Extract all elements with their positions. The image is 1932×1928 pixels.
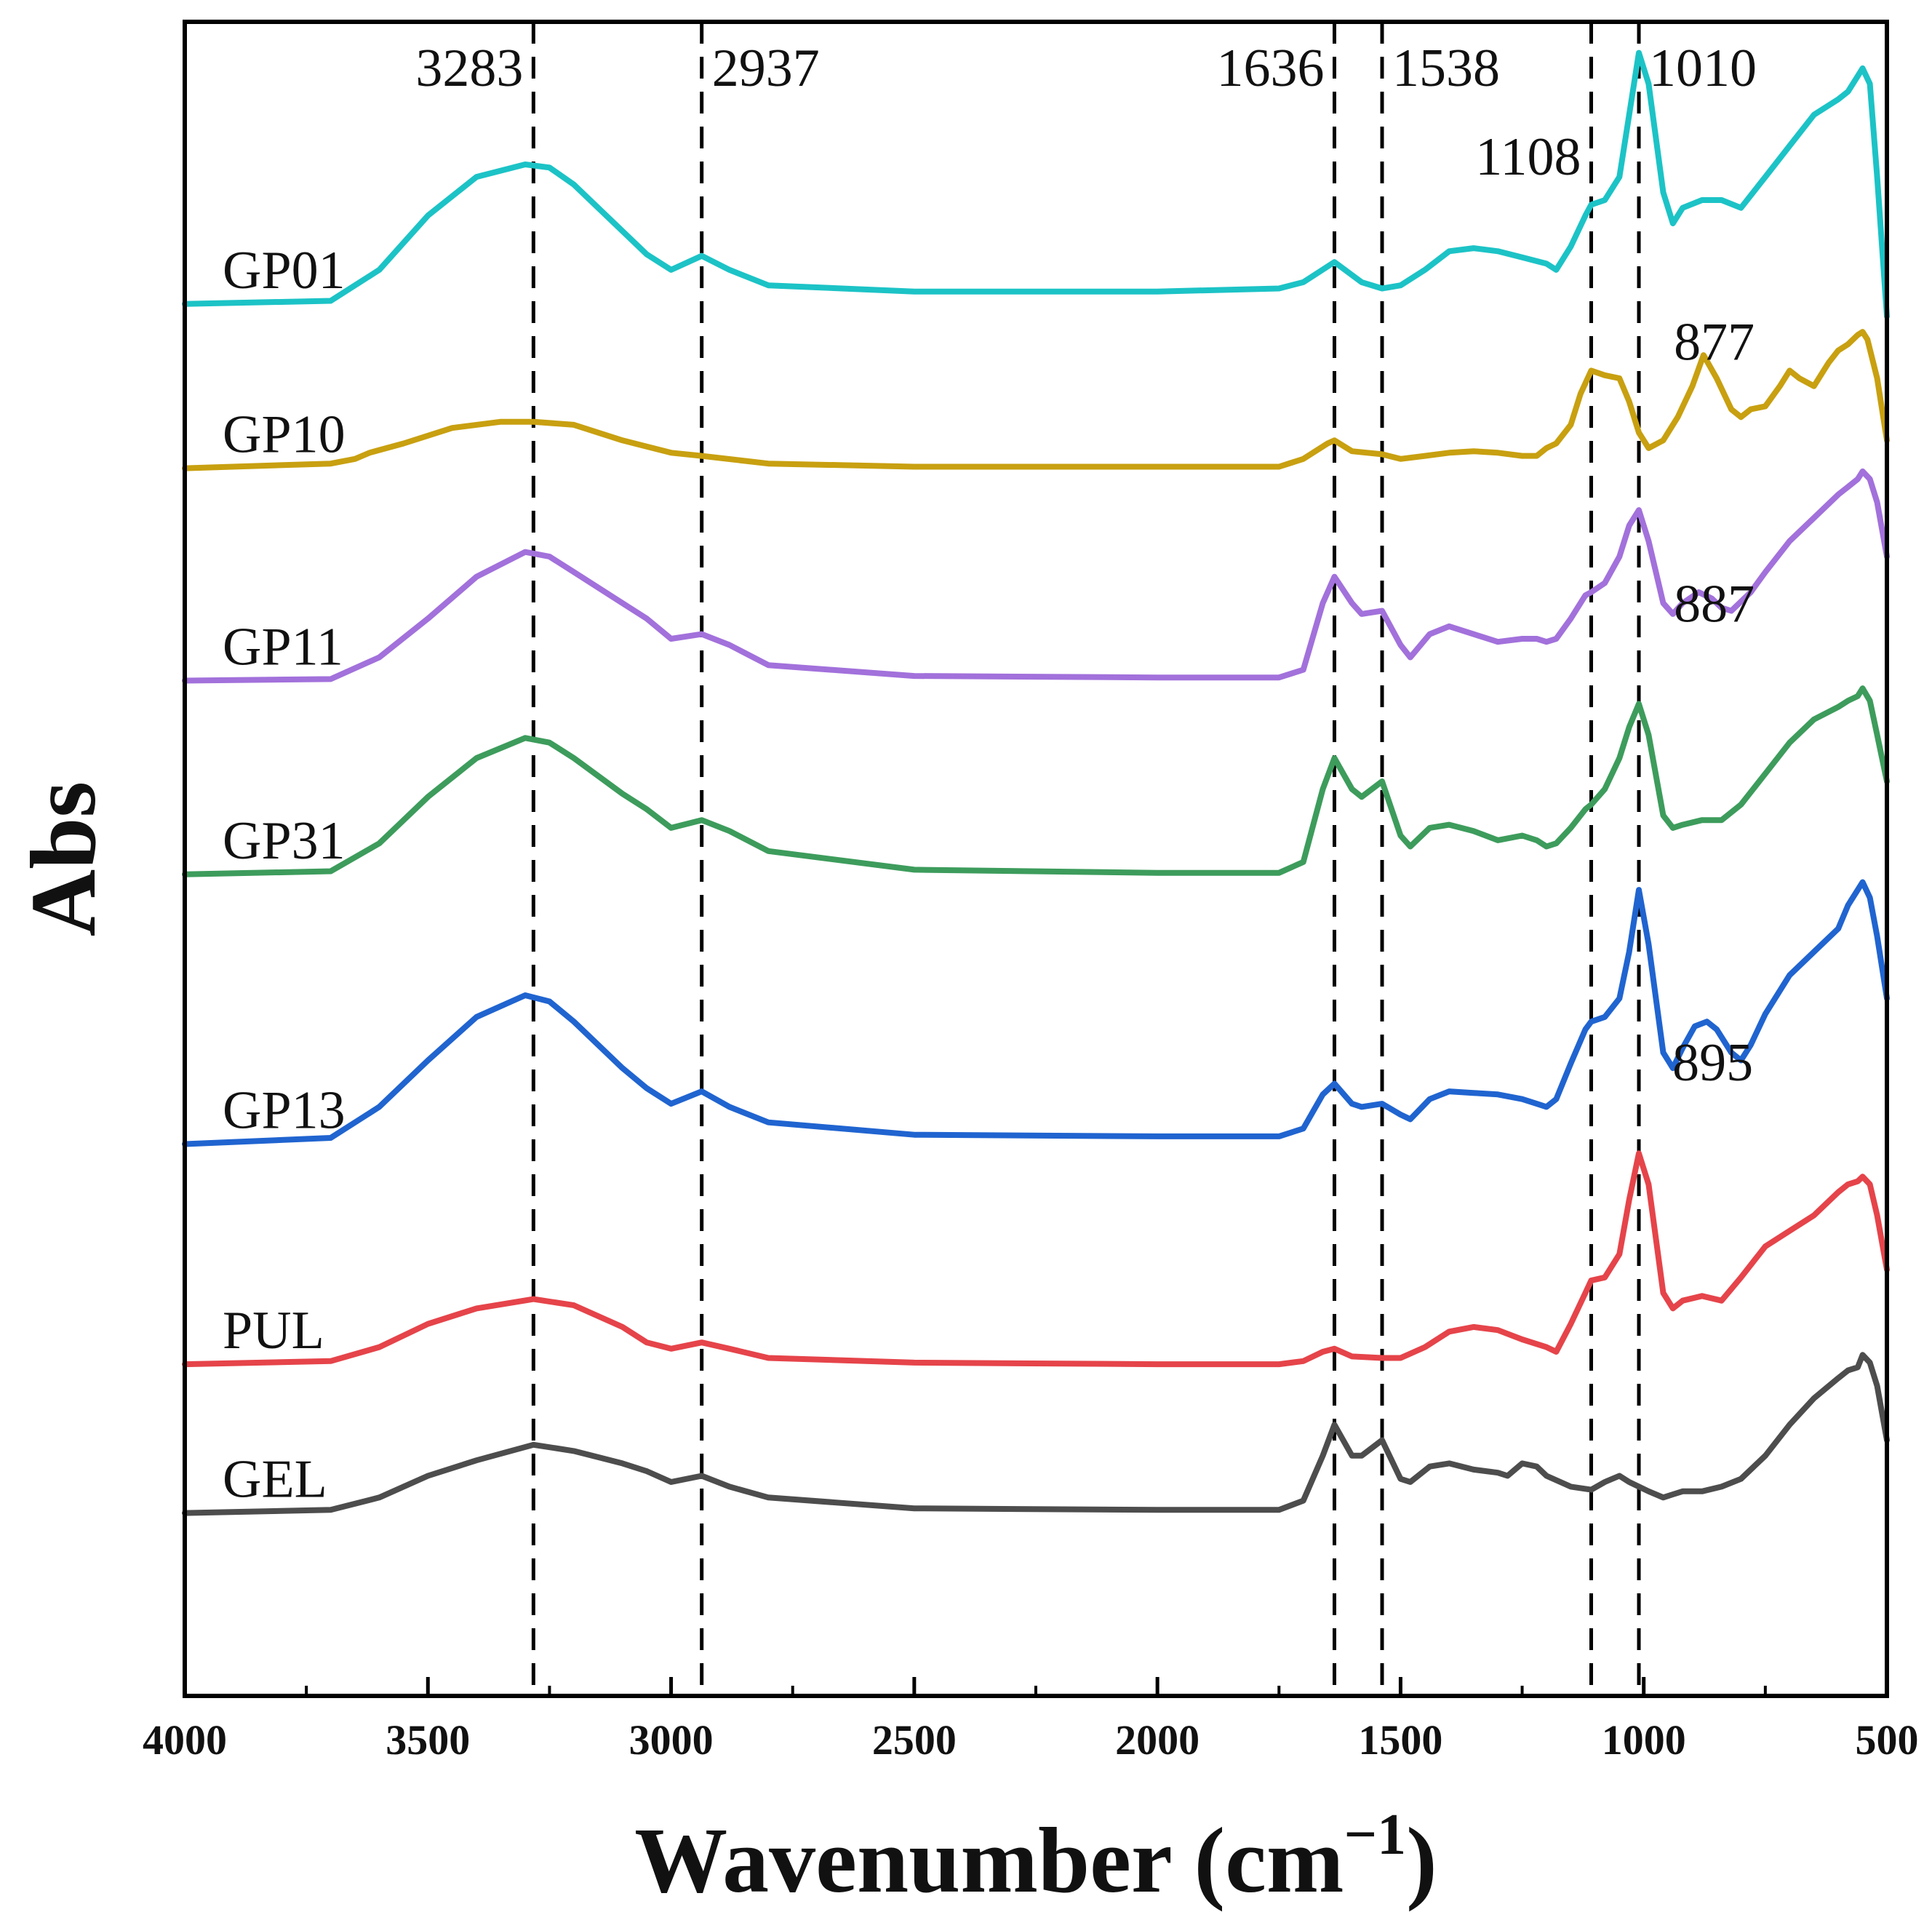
x-tick-label: 4000: [143, 1716, 227, 1764]
series-line-gp11: [182, 468, 1890, 684]
reference-label-1108: 1108: [1475, 127, 1581, 187]
x-axis-ticks: [183, 1677, 1889, 1696]
x-axis-title: Wavenumber (cm−1): [634, 1803, 1437, 1912]
peak-annotations: 877 887 895: [1672, 312, 1755, 1093]
series-label-gp31: GP31: [223, 811, 346, 871]
series-lines: [182, 49, 1890, 1516]
peak-annotation-895: 895: [1672, 1033, 1753, 1093]
reference-label-1636: 1636: [1217, 39, 1325, 98]
series-line-gp31: [182, 685, 1890, 877]
peak-annotation-877: 877: [1674, 312, 1755, 372]
x-tick-label: 500: [1856, 1716, 1919, 1764]
x-tick-label: 1500: [1358, 1716, 1442, 1764]
series-line-gel: [182, 1352, 1890, 1516]
x-axis-title-superscript: −1: [1344, 1803, 1407, 1867]
series-label-gp10: GP10: [223, 405, 346, 465]
x-tick-label: 1000: [1602, 1716, 1686, 1764]
series-line-gp01: [182, 49, 1890, 319]
series-label-gp13: GP13: [223, 1081, 346, 1141]
reference-line-labels: 3283 2937 1636 1538 1108 1010: [415, 39, 1757, 187]
series-label-gel: GEL: [223, 1450, 327, 1510]
x-tick-label: 2000: [1115, 1716, 1199, 1764]
series-label-gp01: GP01: [223, 241, 346, 300]
x-axis-tick-labels: 4000 3500 3000 2500 2000 1500 1000 500: [143, 1716, 1919, 1764]
reference-lines: [531, 22, 1641, 1696]
x-axis-title-main: Wavenumber (cm: [634, 1809, 1344, 1912]
reference-label-1538: 1538: [1392, 39, 1500, 98]
reference-label-1010: 1010: [1649, 39, 1757, 98]
x-tick-label: 2500: [872, 1716, 957, 1764]
series-label-pul: PUL: [223, 1301, 324, 1361]
reference-label-3283: 3283: [415, 39, 523, 98]
y-axis-title: Abs: [12, 781, 115, 936]
series-line-gp13: [182, 879, 1890, 1147]
x-tick-label: 3500: [386, 1716, 470, 1764]
series-line-pul: [182, 1150, 1890, 1368]
x-axis-title-close: ): [1406, 1809, 1437, 1912]
series-line-gp10: [182, 329, 1890, 471]
series-labels: GP01 GP10 GP11 GP31 GP13 PUL GEL: [223, 241, 346, 1510]
plot-frame: [183, 20, 1889, 1698]
x-tick-label: 3000: [629, 1716, 714, 1764]
series-label-gp11: GP11: [223, 617, 343, 677]
peak-annotation-887: 887: [1674, 575, 1755, 634]
reference-label-2937: 2937: [712, 39, 820, 98]
